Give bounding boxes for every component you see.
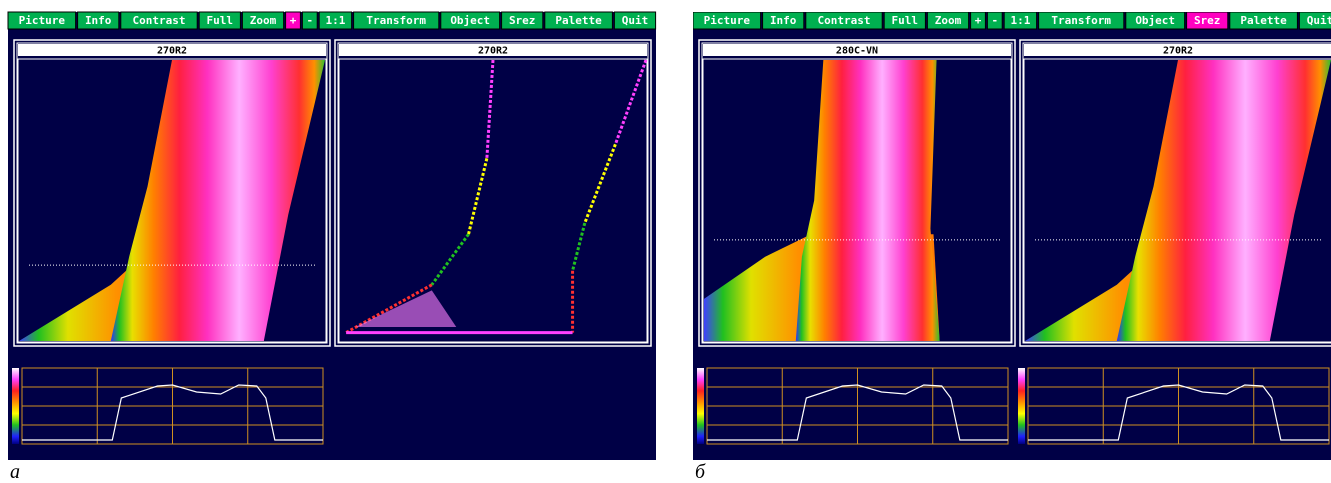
menu-label: Transform	[1051, 14, 1111, 27]
palette-strip	[1018, 368, 1025, 444]
menu-label: Picture	[704, 14, 751, 27]
menu-button[interactable]: Zoom	[927, 12, 968, 29]
menu-button[interactable]: Srez	[1187, 12, 1228, 29]
menu-button[interactable]: Info	[763, 12, 804, 29]
menu-label: Picture	[19, 14, 66, 27]
menu-button[interactable]: Transform	[354, 12, 439, 29]
menu-label: Zoom	[935, 14, 962, 27]
caption: а	[10, 461, 20, 483]
palette-strip	[12, 368, 19, 444]
menu-label: Object	[1135, 14, 1175, 27]
menu-button[interactable]: Contrast	[806, 12, 882, 29]
menu-button[interactable]: Contrast	[121, 12, 197, 29]
menu-button[interactable]: +	[971, 12, 986, 29]
figure: PictureInfoContrastFullZoom+-1:1Transfor…	[0, 0, 1331, 483]
menu-button[interactable]: Palette	[1230, 12, 1298, 29]
menu-label: Full	[207, 14, 234, 27]
menu-label: Contrast	[133, 14, 186, 27]
panel-title: 270R2	[157, 46, 187, 57]
menu-button[interactable]: 1:1	[1004, 12, 1036, 29]
menu-label: Object	[450, 14, 490, 27]
menu-label: Zoom	[250, 14, 277, 27]
menu-button[interactable]: Info	[78, 12, 119, 29]
menu-button[interactable]: Palette	[545, 12, 613, 29]
menu-button[interactable]: Object	[1126, 12, 1185, 29]
palette-strip	[697, 368, 704, 444]
menu-label: +	[975, 14, 982, 27]
menu-button[interactable]: +	[286, 12, 301, 29]
menu-button[interactable]: Quit	[1299, 12, 1331, 29]
menu-button[interactable]: Transform	[1039, 12, 1124, 29]
menu-button[interactable]: Object	[441, 12, 500, 29]
menu-label: Transform	[366, 14, 426, 27]
menu-label: Palette	[1240, 14, 1287, 27]
menu-label: Full	[892, 14, 919, 27]
menu-label: 1:1	[1010, 14, 1030, 27]
menu-label: Info	[770, 14, 797, 27]
panel-title: 270R2	[478, 46, 508, 57]
menu-button[interactable]: Picture	[693, 12, 761, 29]
menu-label: +	[290, 14, 297, 27]
menu-button[interactable]: -	[987, 12, 1002, 29]
menu-label: Palette	[555, 14, 602, 27]
menu-button[interactable]: Zoom	[242, 12, 283, 29]
screen: Picture Info Contrast Full Zoom +-1:1 Transfor…	[8, 12, 656, 460]
menu-button[interactable]: Quit	[614, 12, 655, 29]
menu-label: -	[306, 14, 313, 27]
panel-title: 280C-VN	[836, 46, 878, 57]
menu-button[interactable]: 1:1	[319, 12, 351, 29]
menu-button[interactable]: Full	[199, 12, 240, 29]
menu-label: Contrast	[818, 14, 871, 27]
menu-label: Info	[85, 14, 112, 27]
menu-label: Srez	[1194, 14, 1221, 27]
menu-label: -	[991, 14, 998, 27]
menu-label: 1:1	[325, 14, 345, 27]
caption: б	[695, 461, 706, 483]
menu-button[interactable]: Srez	[502, 12, 543, 29]
menu-button[interactable]: -	[302, 12, 317, 29]
menu-button[interactable]: Full	[884, 12, 925, 29]
panel-title: 270R2	[1163, 46, 1193, 57]
menu-button[interactable]: Picture	[8, 12, 76, 29]
menu-label: Srez	[509, 14, 536, 27]
menu-label: Quit	[622, 14, 649, 27]
menu-label: Quit	[1307, 14, 1331, 27]
screen: Picture Info Contrast Full Zoom +-1:1 Transfor…	[693, 12, 1331, 460]
image-frame	[339, 59, 647, 342]
